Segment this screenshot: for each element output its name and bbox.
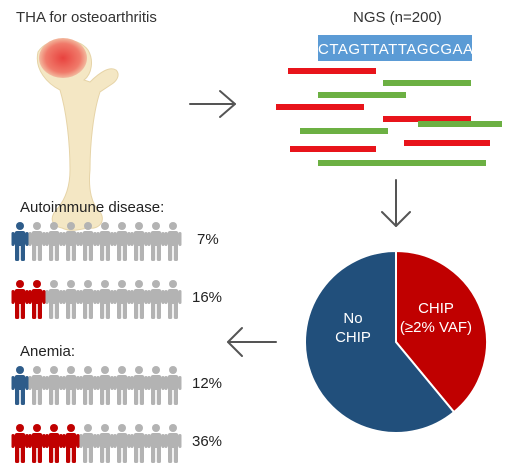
- person-icon: [113, 222, 131, 261]
- arrow-left-icon: [227, 327, 277, 357]
- person-icon: [79, 424, 97, 463]
- right-title: NGS (n=200): [353, 9, 442, 26]
- person-icon: [130, 366, 148, 405]
- read-bar: [383, 116, 471, 122]
- person-icon: [45, 366, 63, 405]
- person-icon: [164, 424, 182, 463]
- person-icon: [164, 366, 182, 405]
- person-icon: [11, 366, 29, 405]
- pct-autoimmune-chip: 16%: [192, 289, 222, 306]
- person-icon: [130, 424, 148, 463]
- person-icon: [96, 222, 114, 261]
- person-icon: [11, 424, 29, 463]
- person-icon: [147, 366, 165, 405]
- person-icon: [11, 222, 29, 261]
- pct-anemia-no-chip: 12%: [192, 375, 222, 392]
- person-icon: [96, 280, 114, 319]
- chip-pie-chart: [304, 249, 488, 434]
- pct-autoimmune-no-chip: 7%: [197, 231, 219, 248]
- person-icon: [164, 222, 182, 261]
- sequencing-reads: [276, 68, 502, 166]
- person-icon: [113, 424, 131, 463]
- person-icon: [130, 280, 148, 319]
- read-bar: [383, 80, 471, 86]
- read-bar: [276, 104, 364, 110]
- read-bar: [300, 128, 388, 134]
- pie-label-no-chip-line1: No: [343, 310, 362, 327]
- sequence-box: [318, 35, 472, 61]
- person-icon: [79, 280, 97, 319]
- person-icon: [96, 424, 114, 463]
- person-icon: [28, 222, 46, 261]
- anemia-label: Anemia:: [20, 343, 75, 360]
- person-icon: [147, 222, 165, 261]
- person-icon: [113, 280, 131, 319]
- read-bar: [288, 68, 376, 74]
- left-title: THA for osteoarthritis: [16, 9, 157, 26]
- arrow-down-icon: [381, 179, 411, 227]
- person-icon: [62, 280, 80, 319]
- person-icon: [28, 424, 46, 463]
- pie-slice-chip-vaf: [395, 249, 488, 414]
- read-bar: [318, 92, 406, 98]
- person-icon: [62, 424, 80, 463]
- read-bar: [290, 146, 376, 152]
- person-icon: [113, 366, 131, 405]
- autoimmune-label: Autoimmune disease:: [20, 199, 164, 216]
- person-icon: [28, 366, 46, 405]
- person-icon: [45, 280, 63, 319]
- pie-label-chip-line2: (≥2% VAF): [400, 319, 472, 336]
- person-icon: [11, 280, 29, 319]
- person-icon: [147, 280, 165, 319]
- person-icon: [79, 366, 97, 405]
- person-icon: [164, 280, 182, 319]
- read-bar: [418, 121, 502, 127]
- person-icon: [62, 366, 80, 405]
- pie-label-chip-line1: CHIP: [418, 300, 454, 317]
- pct-anemia-chip: 36%: [192, 433, 222, 450]
- read-bar: [404, 140, 490, 146]
- person-icon: [130, 222, 148, 261]
- arrow-right-icon: [189, 90, 236, 118]
- read-bar: [318, 160, 406, 166]
- pie-label-no-chip-line2: CHIP: [335, 329, 371, 346]
- person-icon: [96, 366, 114, 405]
- sequence-text: CTAGTTATTAGCGAA: [318, 41, 474, 58]
- pie-slice-no-chip: [304, 249, 456, 434]
- read-bar: [400, 160, 486, 166]
- person-icon: [45, 424, 63, 463]
- person-icon: [28, 280, 46, 319]
- femur-bone-icon: [36, 38, 119, 231]
- person-icon: [147, 424, 165, 463]
